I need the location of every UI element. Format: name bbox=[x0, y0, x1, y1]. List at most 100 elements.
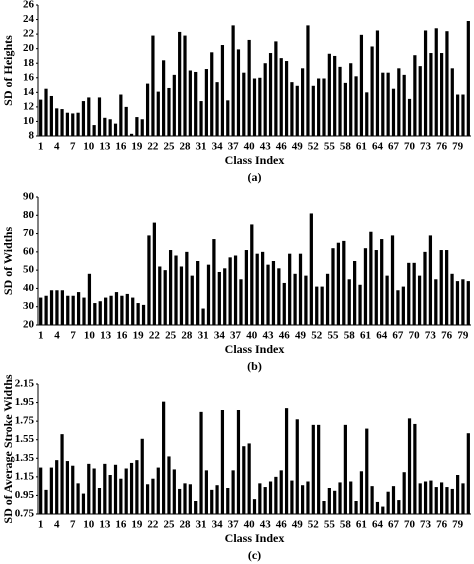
bar bbox=[322, 78, 326, 136]
bar bbox=[81, 101, 86, 136]
bar bbox=[226, 100, 230, 136]
bar bbox=[450, 68, 454, 136]
bar bbox=[158, 266, 162, 325]
bar bbox=[109, 295, 113, 325]
bar bbox=[66, 295, 70, 325]
bar bbox=[375, 501, 380, 514]
x-tick-label: 4 bbox=[54, 141, 60, 153]
bar bbox=[152, 222, 156, 325]
bar bbox=[338, 482, 342, 514]
bar bbox=[359, 471, 364, 514]
bar bbox=[358, 284, 362, 325]
bar bbox=[263, 63, 267, 136]
bar bbox=[413, 55, 417, 136]
caption: (b) bbox=[247, 359, 262, 373]
x-tick-label: 22 bbox=[147, 141, 159, 153]
y-tick-label: 8 bbox=[29, 130, 35, 142]
bar bbox=[145, 484, 150, 514]
bar bbox=[434, 28, 438, 137]
y-tick-label: 20 bbox=[23, 319, 35, 331]
x-tick-label: 55 bbox=[327, 330, 339, 342]
bar bbox=[274, 41, 278, 137]
x-tick-label: 58 bbox=[340, 141, 352, 153]
bar bbox=[354, 501, 358, 514]
x-tick-label: 19 bbox=[133, 330, 145, 342]
bar bbox=[277, 268, 281, 325]
bar bbox=[71, 113, 75, 136]
x-tick-label: 70 bbox=[409, 330, 421, 342]
bar bbox=[242, 446, 246, 514]
bar bbox=[49, 95, 53, 136]
x-tick-label: 79 bbox=[452, 141, 464, 153]
x-tick-label: 73 bbox=[420, 141, 432, 153]
bar bbox=[349, 481, 353, 514]
y-tick-label: 1.55 bbox=[15, 433, 35, 445]
bar bbox=[369, 231, 373, 325]
x-tick-label: 28 bbox=[180, 141, 192, 153]
bar bbox=[108, 475, 112, 514]
bar bbox=[151, 478, 155, 514]
bar bbox=[295, 419, 299, 514]
x-tick-label: 31 bbox=[198, 330, 209, 342]
bar bbox=[131, 297, 135, 325]
bar bbox=[279, 470, 283, 514]
bar bbox=[60, 109, 64, 136]
bar bbox=[381, 506, 385, 514]
bar bbox=[370, 46, 374, 136]
bar bbox=[418, 483, 422, 514]
x-tick-label: 61 bbox=[360, 330, 371, 342]
bar bbox=[402, 74, 406, 136]
x-tick-label: 25 bbox=[165, 330, 177, 342]
x-tick-label: 58 bbox=[340, 519, 352, 531]
x-tick-label: 25 bbox=[163, 519, 175, 531]
x-tick-label: 70 bbox=[404, 141, 416, 153]
bar bbox=[429, 480, 433, 514]
x-axis-label: Class Index bbox=[225, 153, 285, 167]
bar bbox=[320, 286, 324, 325]
bar bbox=[423, 30, 428, 136]
bar bbox=[188, 484, 192, 514]
x-tick-label: 37 bbox=[228, 141, 240, 153]
bar bbox=[353, 261, 357, 325]
bar bbox=[375, 30, 380, 136]
bar bbox=[407, 98, 412, 136]
bar bbox=[71, 465, 75, 514]
y-tick-label: 30 bbox=[23, 300, 35, 312]
bar bbox=[163, 270, 167, 325]
y-tick-label: 1.95 bbox=[15, 396, 35, 408]
x-tick-label: 7 bbox=[70, 141, 76, 153]
bar bbox=[201, 308, 205, 325]
y-tick-label: 1.75 bbox=[15, 415, 35, 427]
bar bbox=[309, 213, 313, 325]
bar bbox=[397, 500, 401, 514]
bar bbox=[119, 94, 123, 136]
x-tick-label: 43 bbox=[263, 330, 275, 342]
caption: (a) bbox=[248, 170, 262, 184]
bar bbox=[97, 488, 102, 514]
x-tick-label: 46 bbox=[276, 519, 288, 531]
bar bbox=[168, 250, 173, 325]
bar bbox=[413, 423, 417, 514]
x-tick-label: 43 bbox=[260, 141, 272, 153]
bar bbox=[220, 45, 225, 136]
bar bbox=[365, 428, 369, 514]
bar bbox=[185, 251, 189, 325]
bar bbox=[407, 418, 412, 514]
bar bbox=[151, 35, 155, 136]
bar bbox=[252, 499, 257, 514]
bar bbox=[331, 248, 335, 325]
x-tick-label: 58 bbox=[344, 330, 356, 342]
bar bbox=[456, 94, 460, 136]
bar bbox=[385, 275, 389, 325]
bar bbox=[423, 251, 427, 325]
bar bbox=[284, 408, 289, 514]
x-tick-label: 28 bbox=[181, 330, 193, 342]
bar bbox=[412, 262, 416, 325]
bar bbox=[204, 69, 208, 136]
bar bbox=[167, 456, 171, 514]
bar bbox=[338, 66, 342, 136]
x-tick-label: 37 bbox=[228, 519, 240, 531]
bar bbox=[129, 462, 134, 514]
bar bbox=[174, 255, 178, 325]
x-tick-label: 64 bbox=[372, 519, 384, 531]
